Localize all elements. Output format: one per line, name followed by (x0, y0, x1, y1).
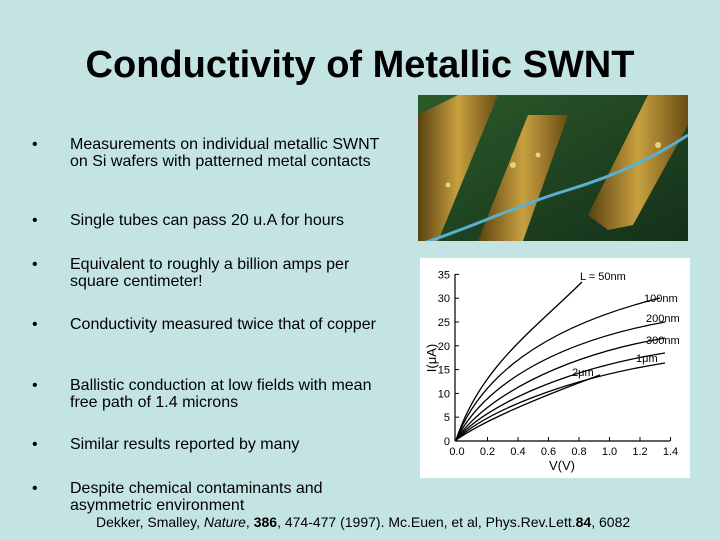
bullet: Single tubes can pass 20 u.A for hours (32, 212, 390, 229)
citation-part: , 474-477 (1997). Mc.Euen, et al, Phys.R… (277, 514, 576, 530)
citation-volume: 84 (575, 514, 592, 530)
curve-label: 1μm (636, 353, 658, 365)
bullet: Ballistic conduction at low fields with … (32, 377, 390, 411)
citation-part: Dekker, Smalley, (96, 514, 204, 530)
curve-label: 100nm (644, 293, 678, 305)
bullet: Similar results reported by many (32, 436, 390, 453)
y-tick-label: 30 (438, 293, 450, 305)
x-tick-label: 1.4 (663, 446, 678, 458)
bullet: Equivalent to roughly a billion amps per… (32, 256, 390, 290)
curve-label: 200nm (646, 313, 680, 325)
curve-label: 300nm (646, 335, 680, 347)
y-tick-label: 35 (438, 269, 450, 281)
y-tick-label: 5 (444, 412, 450, 424)
citation-part: , (245, 514, 254, 530)
citation: Dekker, Smalley, Nature, 386, 474-477 (1… (96, 514, 630, 530)
y-tick-label: 20 (438, 341, 450, 353)
y-tick-label: 0 (444, 436, 450, 448)
bullet: Conductivity measured twice that of copp… (32, 316, 390, 333)
curve-label: L = 50nm (580, 271, 626, 283)
citation-part: , 6082 (591, 514, 631, 530)
x-axis-label: V(V) (549, 458, 575, 473)
x-tick-label: 1.0 (602, 446, 617, 458)
x-tick-label: 1.2 (632, 446, 647, 458)
x-tick-label: 0.6 (541, 446, 556, 458)
citation-journal: Nature (203, 514, 246, 530)
x-tick-label: 0.4 (510, 446, 525, 458)
afm-image (418, 95, 688, 241)
iv-figure: 0 5 10 15 20 25 30 35 0.0 0.2 0.4 0.6 0.8 1.0 1.2 1.4 L… (420, 258, 690, 478)
x-tick-label: 0.8 (571, 446, 586, 458)
bullet: Despite chemical contaminants and asymme… (32, 480, 390, 514)
slide-title: Conductivity of Metallic SWNT (85, 44, 635, 86)
citation-volume: 386 (253, 514, 278, 530)
bullet: Measurements on individual metallic SWNT… (32, 136, 390, 170)
x-tick-label: 0.0 (449, 446, 464, 458)
x-tick-label: 0.2 (480, 446, 495, 458)
y-axis-label: I(μA) (424, 344, 439, 372)
curve-label: 2μm (572, 367, 594, 379)
y-tick-label: 15 (438, 365, 450, 377)
y-tick-label: 10 (438, 388, 450, 400)
y-tick-label: 25 (438, 317, 450, 329)
